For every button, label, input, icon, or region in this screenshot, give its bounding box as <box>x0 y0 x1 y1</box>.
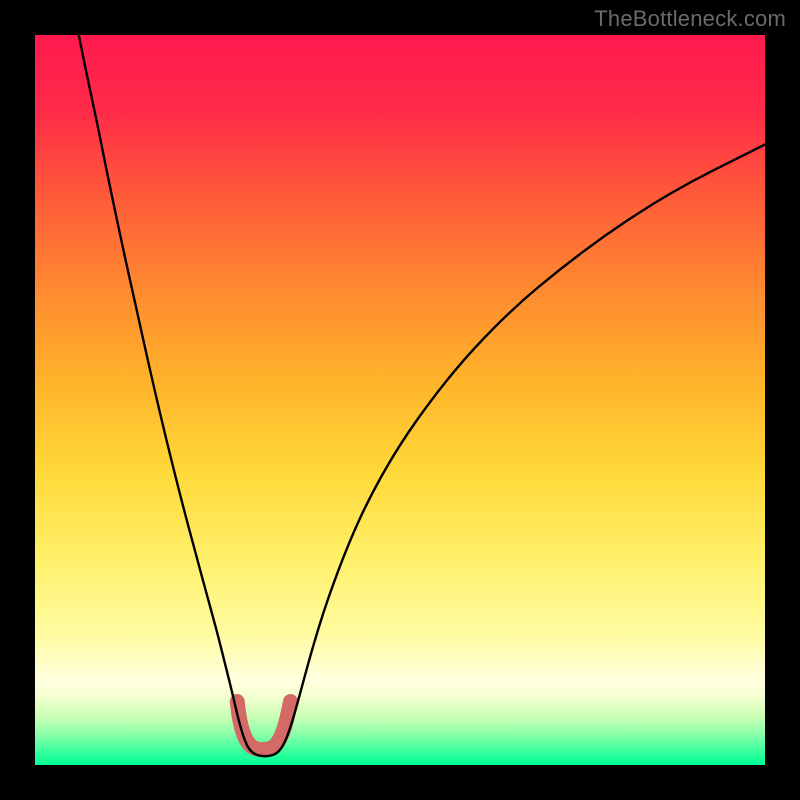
bottleneck-curve <box>79 35 765 756</box>
curve-layer <box>35 35 765 765</box>
watermark-text: TheBottleneck.com <box>594 6 786 32</box>
plot-area <box>35 35 765 765</box>
chart-frame: TheBottleneck.com <box>0 0 800 800</box>
